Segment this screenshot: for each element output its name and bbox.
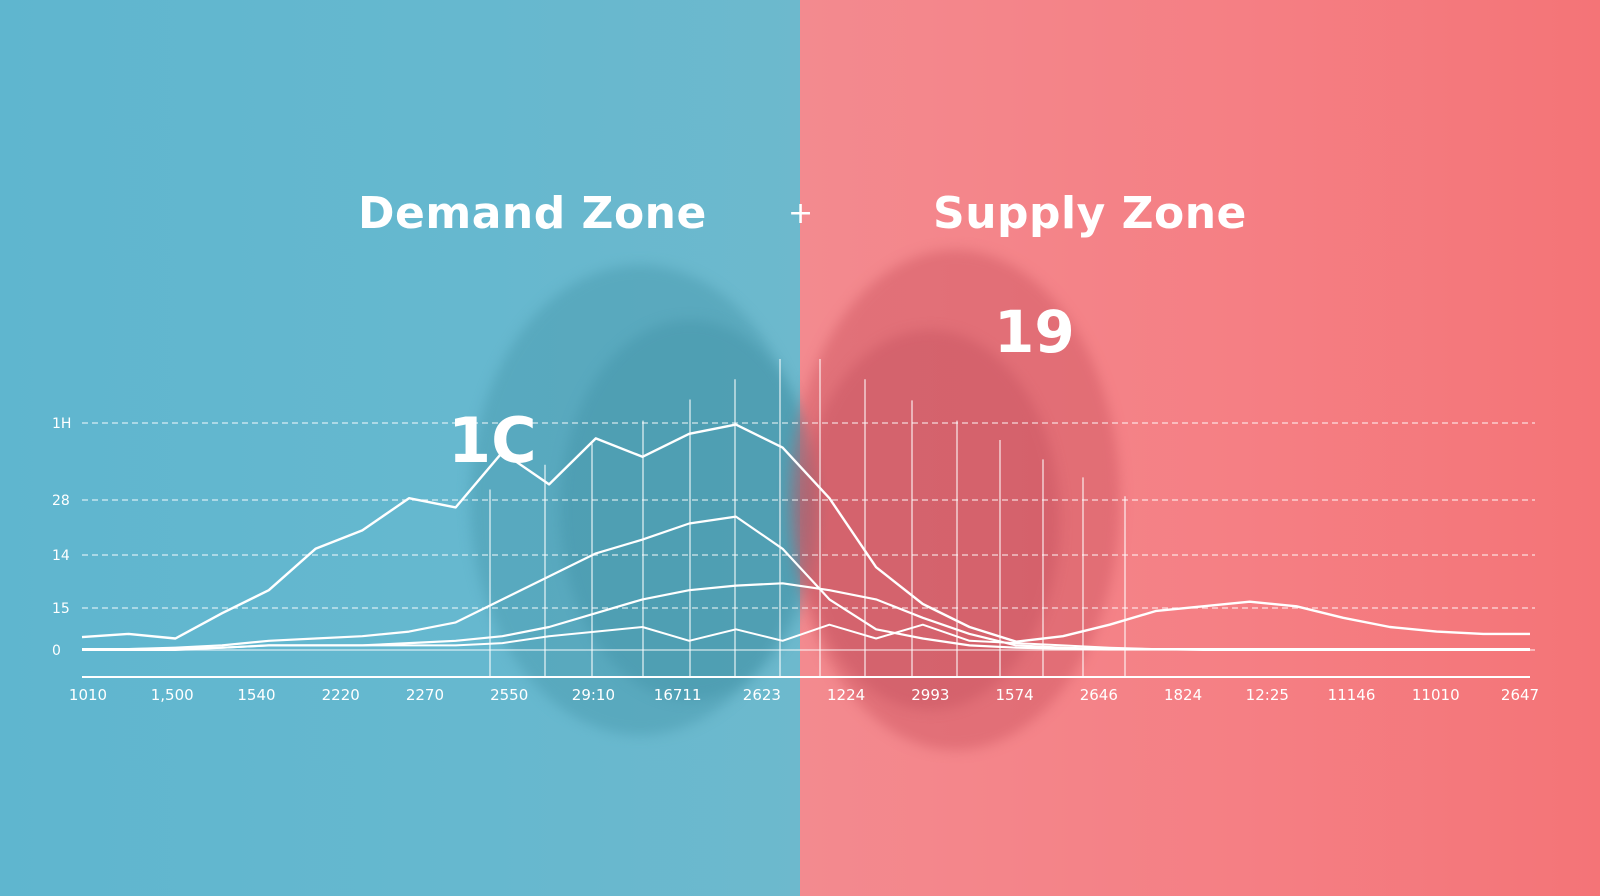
x-tick-label: 1824 [1164,686,1202,704]
y-tick-label: 14 [52,548,70,564]
x-tick-label: 1,500 [151,686,194,704]
y-axis-labels: 0 15 14 28 1H [52,416,71,659]
x-tick-label: 1010 [69,686,107,704]
grid-lines [82,422,1535,651]
x-tick-label: 1224 [827,686,865,704]
x-axis-labels: 1010 1,500 1540 2220 2270 2550 29:10 16711 2623 1… [69,686,1539,704]
vertical-markers [489,359,1126,677]
x-tick-label: 11146 [1328,686,1376,704]
demand-zone-title: Demand Zone [358,188,707,239]
series-line [82,623,1530,651]
y-tick-label: 15 [52,601,70,617]
y-tick-label: 1H [52,416,71,432]
series-line [81,423,1530,643]
x-tick-label: 2623 [743,686,781,704]
x-tick-label: 16711 [654,686,702,704]
x-tick-label: 11010 [1412,686,1460,704]
x-tick-label: 29:10 [572,686,615,704]
series-group [81,423,1530,651]
supply-callout: 19 [994,298,1075,366]
x-tick-label: 1540 [237,686,275,704]
plus-icon: + [788,196,814,231]
x-tick-label: 2647 [1501,686,1539,704]
x-tick-label: 2270 [406,686,444,704]
x-tick-label: 2550 [490,686,528,704]
x-tick-label: 12:25 [1246,686,1289,704]
y-tick-label: 0 [52,643,61,659]
demand-zone-background [0,0,800,896]
series-line [82,515,1530,651]
supply-zone-background [800,0,1600,896]
x-tick-label: 2993 [911,686,949,704]
x-tick-label: 1574 [995,686,1033,704]
y-tick-label: 28 [52,493,70,509]
supply-zone-title: Supply Zone [933,188,1247,239]
x-tick-label: 2220 [322,686,360,704]
x-tick-label: 2646 [1080,686,1118,704]
